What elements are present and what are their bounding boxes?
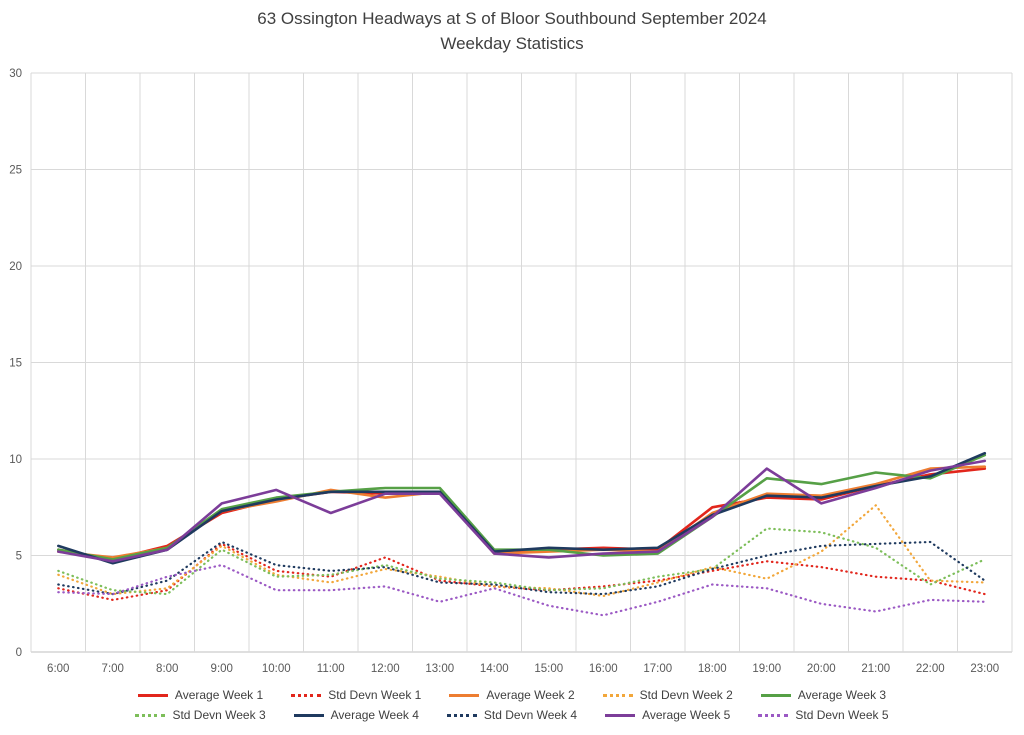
x-axis-label: 18:00 bbox=[698, 663, 727, 675]
x-axis-label: 16:00 bbox=[589, 663, 618, 675]
dotted-line-swatch bbox=[446, 713, 477, 717]
legend-label: Std Devn Week 2 bbox=[639, 688, 733, 702]
x-axis-label: 13:00 bbox=[425, 663, 454, 675]
x-axis-label: 23:00 bbox=[970, 663, 999, 675]
dotted-line-swatch bbox=[602, 693, 633, 697]
x-axis-label: 21:00 bbox=[861, 663, 890, 675]
x-axis-label: 20:00 bbox=[807, 663, 836, 675]
legend-row: Average Week 1 Std Devn Week 1 Average Wee… bbox=[137, 688, 887, 702]
x-axis-label: 19:00 bbox=[752, 663, 781, 675]
series-average-week-4 bbox=[56, 451, 987, 565]
series-std-devn-week-2 bbox=[57, 504, 986, 598]
solid-line-swatch bbox=[449, 693, 480, 697]
y-axis-label: 15 bbox=[9, 358, 22, 370]
legend-item: Average Week 1 bbox=[137, 688, 264, 702]
chart-legend: Average Week 1 Std Devn Week 1 Average Wee… bbox=[0, 688, 1024, 722]
y-axis-label: 10 bbox=[9, 454, 22, 466]
x-axis-label: 9:00 bbox=[211, 663, 233, 675]
y-axis-label: 20 bbox=[9, 261, 22, 273]
legend-label: Average Week 1 bbox=[174, 688, 264, 702]
y-axis-label: 0 bbox=[16, 647, 22, 659]
x-axis-label: 7:00 bbox=[102, 663, 124, 675]
legend-item: Std Devn Week 4 bbox=[446, 708, 578, 722]
series-std-devn-week-4 bbox=[57, 540, 986, 596]
chart-subtitle: Weekday Statistics bbox=[440, 34, 584, 53]
legend-item: Std Devn Week 2 bbox=[602, 688, 733, 702]
legend-item: Std Devn Week 3 bbox=[135, 708, 266, 722]
series-std-devn-week-1 bbox=[57, 542, 986, 602]
x-axis-label: 6:00 bbox=[47, 663, 69, 675]
y-axis-label: 5 bbox=[16, 551, 22, 563]
x-axis-label: 10:00 bbox=[262, 663, 291, 675]
series-average-week-5 bbox=[56, 459, 987, 563]
x-axis-label: 14:00 bbox=[480, 663, 509, 675]
legend-label: Average Week 5 bbox=[642, 708, 731, 722]
legend-label: Average Week 4 bbox=[330, 708, 419, 722]
solid-line-swatch bbox=[293, 713, 324, 717]
y-axis-label: 25 bbox=[9, 165, 22, 177]
legend-item: Average Week 2 bbox=[449, 688, 575, 702]
x-axis-label: 12:00 bbox=[371, 663, 400, 675]
legend-item: Std Devn Week 5 bbox=[758, 708, 889, 722]
solid-line-swatch bbox=[137, 693, 168, 697]
legend-item: Average Week 5 bbox=[605, 708, 730, 722]
legend-label: Std Devn Week 5 bbox=[795, 708, 889, 722]
y-axis-label: 30 bbox=[9, 68, 22, 80]
series-std-devn-week-3 bbox=[57, 527, 986, 596]
solid-line-swatch bbox=[605, 713, 636, 717]
legend-row: Std Devn Week 3 Average Week 4 Std Devn We… bbox=[135, 708, 889, 722]
solid-line-swatch bbox=[760, 693, 791, 697]
x-axis-label: 17:00 bbox=[643, 663, 672, 675]
x-axis-label: 22:00 bbox=[916, 663, 945, 675]
legend-label: Average Week 2 bbox=[486, 688, 575, 702]
legend-item: Average Week 4 bbox=[293, 708, 419, 722]
dotted-line-swatch bbox=[291, 693, 322, 697]
legend-label: Std Devn Week 3 bbox=[172, 708, 266, 722]
x-axis-label: 15:00 bbox=[534, 663, 563, 675]
series-std-devn-week-5 bbox=[57, 563, 986, 617]
chart-title: 63 Ossington Headways at S of Bloor Sout… bbox=[257, 9, 767, 28]
x-axis-label: 11:00 bbox=[317, 663, 345, 675]
dotted-line-swatch bbox=[135, 713, 166, 717]
legend-label: Std Devn Week 4 bbox=[483, 708, 578, 722]
legend-item: Average Week 3 bbox=[760, 688, 887, 702]
legend-label: Average Week 3 bbox=[797, 688, 887, 702]
dotted-line-swatch bbox=[758, 713, 789, 717]
chart-title-block: 63 Ossington Headways at S of Bloor Sout… bbox=[0, 6, 1024, 56]
legend-item: Std Devn Week 1 bbox=[291, 688, 421, 702]
legend-label: Std Devn Week 1 bbox=[328, 688, 422, 702]
x-axis-label: 8:00 bbox=[156, 663, 178, 675]
